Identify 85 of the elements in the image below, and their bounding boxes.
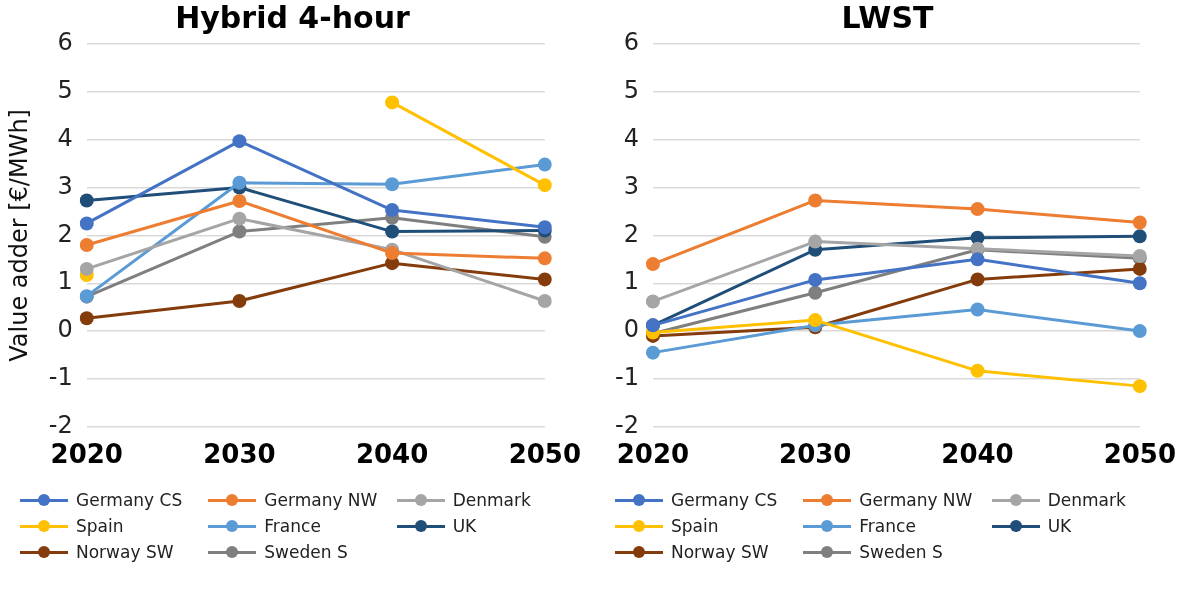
- point: [537, 178, 552, 193]
- point: [385, 177, 400, 192]
- y-tick-label: 0: [623, 315, 639, 344]
- legend-label: Germany NW: [859, 490, 973, 510]
- legend-label: Germany NW: [264, 490, 378, 510]
- point: [1132, 215, 1147, 230]
- point: [232, 224, 247, 239]
- x-tick-label: 2020: [616, 439, 690, 470]
- point: [645, 294, 660, 309]
- legend-label: Sweden S: [859, 542, 943, 562]
- point: [970, 252, 985, 267]
- y-tick-label: 5: [623, 76, 639, 105]
- x-tick-label: 2050: [508, 439, 582, 470]
- point: [79, 311, 94, 326]
- point: [537, 251, 552, 266]
- point: [970, 272, 985, 287]
- legend-label: Germany CS: [671, 490, 778, 510]
- point: [808, 234, 823, 249]
- legend-label: Germany CS: [76, 490, 183, 510]
- point: [537, 157, 552, 172]
- x-tick-label: 2020: [50, 439, 123, 470]
- legend-label: Sweden S: [264, 542, 348, 562]
- legend-label: Spain: [76, 516, 124, 536]
- x-tick-label: 2040: [355, 439, 429, 470]
- x-tick-label: 2030: [203, 439, 276, 470]
- point: [808, 193, 823, 208]
- y-tick-label: 1: [623, 267, 639, 296]
- point: [385, 224, 400, 239]
- y-tick-label: 2: [57, 219, 73, 248]
- chart-title: LWST: [841, 0, 935, 35]
- point: [808, 285, 823, 300]
- legend-label: Norway SW: [76, 542, 174, 562]
- y-tick-label: -2: [614, 411, 639, 440]
- point: [385, 203, 400, 218]
- point: [970, 302, 985, 317]
- y-tick-label: 6: [57, 28, 73, 57]
- y-tick-label: 5: [57, 76, 73, 105]
- point: [645, 345, 660, 360]
- y-tick-label: -1: [614, 363, 639, 392]
- y-tick-label: 3: [623, 171, 639, 200]
- chart-title: Hybrid 4-hour: [175, 0, 410, 35]
- point: [385, 95, 400, 110]
- y-axis-title: Value adder [€/MWh]: [4, 109, 33, 362]
- x-tick-label: 2040: [941, 439, 1014, 470]
- point: [1132, 261, 1147, 276]
- y-tick-label: 0: [57, 315, 73, 344]
- y-tick-label: 6: [623, 28, 639, 57]
- y-tick-label: 1: [57, 267, 73, 296]
- legend-label: Denmark: [452, 490, 531, 510]
- point: [645, 257, 660, 272]
- point: [385, 246, 400, 261]
- legend-label: France: [859, 516, 916, 536]
- point: [79, 193, 94, 208]
- x-tick-label: 2050: [1103, 439, 1177, 470]
- point: [79, 261, 94, 276]
- point: [808, 313, 823, 328]
- point: [808, 272, 823, 287]
- point: [1132, 229, 1147, 244]
- point: [970, 363, 985, 378]
- legend-label: France: [264, 516, 321, 536]
- y-tick-label: -1: [48, 363, 73, 392]
- legend-label: Spain: [671, 516, 719, 536]
- legend-label: Denmark: [1047, 490, 1126, 510]
- point: [1132, 324, 1147, 339]
- point: [79, 237, 94, 252]
- y-tick-label: 4: [623, 123, 639, 152]
- point: [232, 211, 247, 226]
- y-tick-label: -2: [48, 411, 73, 440]
- legend-label: Norway SW: [671, 542, 769, 562]
- legend-label: UK: [1047, 516, 1072, 536]
- point: [1132, 379, 1147, 394]
- y-tick-label: 2: [623, 219, 639, 248]
- y-tick-label: 4: [57, 123, 73, 152]
- point: [1132, 276, 1147, 291]
- point: [537, 293, 552, 308]
- point: [970, 202, 985, 217]
- point: [537, 272, 552, 287]
- legend-label: UK: [452, 516, 477, 536]
- point: [79, 216, 94, 231]
- point: [232, 134, 247, 149]
- point: [232, 193, 247, 208]
- point: [232, 293, 247, 308]
- y-tick-label: 3: [57, 171, 73, 200]
- point: [232, 175, 247, 190]
- x-tick-label: 2030: [779, 439, 852, 470]
